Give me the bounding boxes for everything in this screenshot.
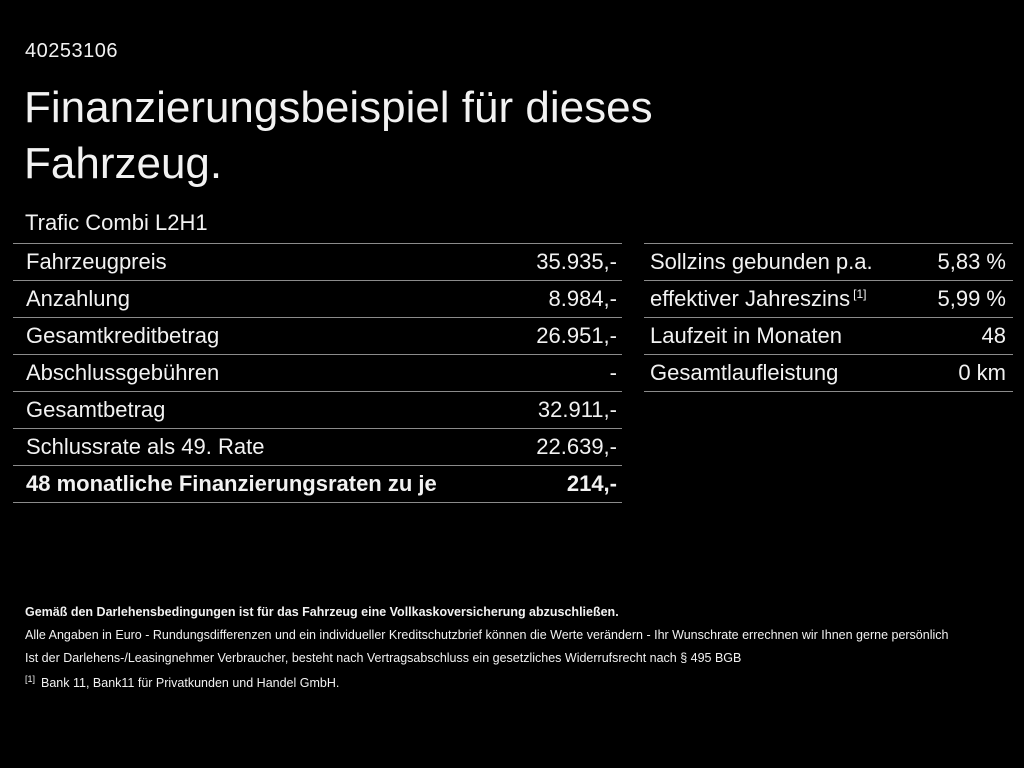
- row-label: Sollzins gebunden p.a.: [650, 249, 873, 274]
- table-row: effektiver Jahreszins [1] 5,99 %: [644, 280, 1013, 317]
- footnote-marker: [1]: [25, 673, 36, 684]
- row-label: effektiver Jahreszins [1]: [650, 286, 867, 311]
- row-value: 8.984,-: [548, 286, 618, 311]
- row-label: Schlussrate als 49. Rate: [26, 434, 265, 459]
- row-value: 48: [981, 323, 1006, 348]
- table-row: Gesamtlaufleistung 0 km: [644, 354, 1013, 391]
- row-value: 5,83 %: [937, 249, 1007, 274]
- row-label: Laufzeit in Monaten: [650, 323, 843, 348]
- footnote-line: Gemäß den Darlehensbedingungen ist für d…: [25, 605, 619, 619]
- row-value: -: [609, 360, 617, 385]
- table-row: Abschlussgebühren -: [13, 354, 622, 391]
- footnote-line: [1] Bank 11, Bank11 für Privatkunden und …: [25, 673, 340, 690]
- row-value: 0 km: [958, 360, 1006, 385]
- row-value: 35.935,-: [536, 249, 617, 274]
- financing-tables: Fahrzeugpreis 35.935,- Anzahlung 8.984,-…: [13, 243, 1013, 503]
- row-label: Gesamtlaufleistung: [650, 360, 839, 385]
- table-row: Fahrzeugpreis 35.935,-: [13, 243, 622, 280]
- page-title: Finanzierungsbeispiel für dieses Fahrzeu…: [24, 83, 653, 188]
- row-label: Anzahlung: [26, 286, 130, 311]
- vehicle-model: Trafic Combi L2H1: [25, 210, 208, 235]
- table-row: Laufzeit in Monaten 48: [644, 317, 1013, 354]
- table-row: Sollzins gebunden p.a. 5,83 %: [644, 243, 1013, 280]
- footnote-line: Alle Angaben in Euro - Rundungsdifferenz…: [25, 628, 949, 642]
- financing-table: Fahrzeugpreis 35.935,- Anzahlung 8.984,-…: [13, 243, 622, 503]
- table-row: Gesamtkreditbetrag 26.951,-: [13, 317, 622, 354]
- row-value: 5,99 %: [937, 286, 1007, 311]
- table-row: Anzahlung 8.984,-: [13, 280, 622, 317]
- row-label: Abschlussgebühren: [26, 360, 220, 385]
- table-row: Gesamtbetrag 32.911,-: [13, 391, 622, 428]
- row-label: Fahrzeugpreis: [26, 249, 167, 274]
- row-value: 214,-: [566, 471, 617, 496]
- row-value: 26.951,-: [536, 323, 617, 348]
- row-label: Gesamtkreditbetrag: [26, 323, 220, 348]
- row-value: 22.639,-: [536, 434, 617, 459]
- conditions-table: Sollzins gebunden p.a. 5,83 % effektiver…: [644, 243, 1013, 392]
- row-label: 48 monatliche Finanzierungsraten zu je: [26, 471, 437, 496]
- footnotes: Gemäß den Darlehensbedingungen ist für d…: [25, 601, 1006, 695]
- document-number: 40253106: [25, 40, 118, 62]
- table-row-monthly-rate: 48 monatliche Finanzierungsraten zu je 2…: [13, 465, 622, 502]
- table-row: Schlussrate als 49. Rate 22.639,-: [13, 428, 622, 465]
- row-label: Gesamtbetrag: [26, 397, 166, 422]
- row-value: 32.911,-: [537, 397, 617, 422]
- footnote-marker: [1]: [853, 286, 867, 301]
- footnote-line: Ist der Darlehens-/Leasingnehmer Verbrau…: [25, 651, 742, 665]
